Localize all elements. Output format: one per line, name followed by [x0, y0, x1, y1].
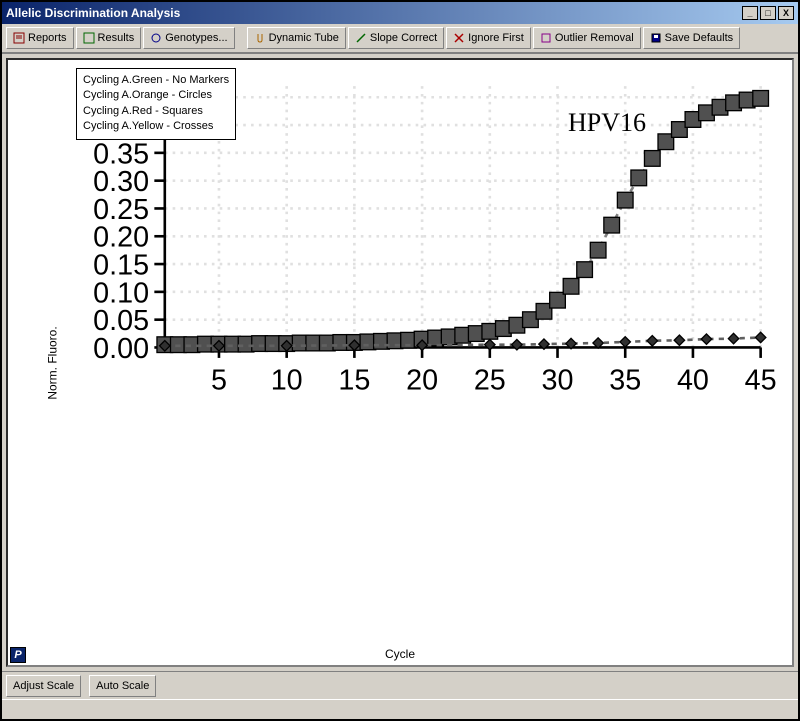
genotypes-icon — [150, 32, 162, 44]
window-title: Allelic Discrimination Analysis — [6, 6, 742, 20]
window-controls: _ □ X — [742, 6, 794, 20]
results-button[interactable]: Results — [76, 27, 142, 49]
legend-box: Cycling A.Green - No Markers Cycling A.O… — [76, 68, 236, 140]
svg-text:0.20: 0.20 — [93, 222, 149, 254]
dynamic-tube-button[interactable]: Dynamic Tube — [247, 27, 346, 49]
close-button[interactable]: X — [778, 6, 794, 20]
ignore-first-icon — [453, 32, 465, 44]
reports-button[interactable]: Reports — [6, 27, 74, 49]
genotypes-label: Genotypes... — [165, 32, 227, 44]
reports-label: Reports — [28, 32, 67, 44]
legend-item: Cycling A.Green - No Markers — [83, 73, 229, 88]
ignore-first-button[interactable]: Ignore First — [446, 27, 531, 49]
svg-text:25: 25 — [474, 364, 506, 396]
app-window: Allelic Discrimination Analysis _ □ X Re… — [0, 0, 800, 721]
slope-correct-label: Slope Correct — [370, 32, 437, 44]
dynamic-tube-label: Dynamic Tube — [269, 32, 339, 44]
page-indicator[interactable]: P — [10, 647, 26, 663]
svg-text:15: 15 — [338, 364, 370, 396]
svg-text:0.25: 0.25 — [93, 194, 149, 226]
save-defaults-button[interactable]: Save Defaults — [643, 27, 740, 49]
svg-text:35: 35 — [609, 364, 641, 396]
svg-text:5: 5 — [211, 364, 227, 396]
svg-text:0.05: 0.05 — [93, 305, 149, 337]
ignore-first-label: Ignore First — [468, 32, 524, 44]
svg-text:20: 20 — [406, 364, 438, 396]
outlier-removal-button[interactable]: Outlier Removal — [533, 27, 641, 49]
legend-item: Cycling A.Orange - Circles — [83, 88, 229, 103]
save-defaults-label: Save Defaults — [665, 32, 733, 44]
dynamic-tube-icon — [254, 32, 266, 44]
outlier-removal-label: Outlier Removal — [555, 32, 634, 44]
svg-text:0.30: 0.30 — [93, 166, 149, 198]
auto-scale-label: Auto Scale — [96, 680, 149, 692]
auto-scale-button[interactable]: Auto Scale — [89, 675, 156, 697]
results-label: Results — [98, 32, 135, 44]
slope-correct-icon — [355, 32, 367, 44]
svg-text:0.15: 0.15 — [93, 250, 149, 282]
y-axis-label: Norm. Fluoro. — [46, 326, 60, 399]
status-bar — [2, 699, 798, 719]
chart-annotation: HPV16 — [568, 108, 646, 138]
minimize-button[interactable]: _ — [742, 6, 758, 20]
legend-item: Cycling A.Red - Squares — [83, 104, 229, 119]
results-icon — [83, 32, 95, 44]
legend-item: Cycling A.Yellow - Crosses — [83, 119, 229, 134]
svg-text:0.00: 0.00 — [93, 333, 149, 365]
slope-correct-button[interactable]: Slope Correct — [348, 27, 444, 49]
chart-area: 0.000.050.100.150.200.250.300.350.400.45… — [6, 58, 794, 667]
save-defaults-icon — [650, 32, 662, 44]
svg-text:10: 10 — [271, 364, 303, 396]
reports-icon — [13, 32, 25, 44]
svg-text:0.10: 0.10 — [93, 277, 149, 309]
svg-text:40: 40 — [677, 364, 709, 396]
outlier-removal-icon — [540, 32, 552, 44]
adjust-scale-label: Adjust Scale — [13, 680, 74, 692]
x-axis-label: Cycle — [385, 647, 415, 661]
adjust-scale-button[interactable]: Adjust Scale — [6, 675, 81, 697]
genotypes-button[interactable]: Genotypes... — [143, 27, 234, 49]
svg-text:0.35: 0.35 — [93, 138, 149, 170]
titlebar: Allelic Discrimination Analysis _ □ X — [2, 2, 798, 24]
bottom-toolbar: Adjust Scale Auto Scale — [2, 671, 798, 699]
main-toolbar: Reports Results Genotypes... Dynamic Tub… — [2, 24, 798, 54]
svg-text:30: 30 — [542, 364, 574, 396]
maximize-button[interactable]: □ — [760, 6, 776, 20]
svg-text:45: 45 — [745, 364, 777, 396]
